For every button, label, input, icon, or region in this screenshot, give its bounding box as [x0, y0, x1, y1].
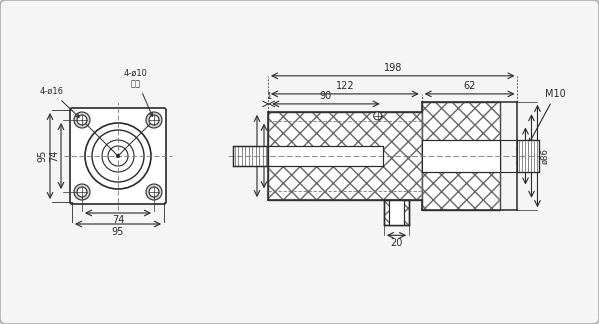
Circle shape: [77, 115, 87, 125]
Bar: [268, 112, 422, 200]
Circle shape: [74, 112, 90, 128]
Circle shape: [102, 140, 134, 172]
Bar: [268, 112, 422, 200]
Circle shape: [146, 112, 162, 128]
Circle shape: [146, 184, 162, 200]
Circle shape: [92, 130, 144, 182]
Text: M16: M16: [276, 145, 285, 163]
Bar: [422, 140, 500, 172]
Bar: [384, 200, 409, 225]
Text: 74: 74: [112, 215, 124, 225]
Circle shape: [77, 187, 87, 197]
Text: ø50: ø50: [527, 148, 536, 164]
Text: 95: 95: [37, 150, 47, 162]
Circle shape: [74, 184, 90, 200]
Circle shape: [108, 146, 128, 166]
Text: 95: 95: [112, 227, 124, 237]
Text: 122: 122: [335, 81, 354, 91]
Circle shape: [149, 187, 159, 197]
Text: 20: 20: [391, 238, 403, 248]
FancyBboxPatch shape: [70, 108, 166, 204]
Bar: [384, 200, 409, 225]
Text: ø56: ø56: [265, 146, 274, 162]
Text: M10: M10: [530, 89, 566, 143]
Bar: [422, 102, 500, 210]
Text: ø70: ø70: [246, 148, 255, 164]
Text: 90: 90: [320, 91, 332, 101]
Bar: [233, 146, 268, 166]
Text: 62: 62: [464, 81, 476, 91]
Circle shape: [116, 154, 120, 158]
Text: ø71: ø71: [533, 148, 541, 164]
Circle shape: [149, 115, 159, 125]
Text: ø25: ø25: [521, 149, 530, 163]
Text: 198: 198: [383, 63, 402, 73]
Text: 74: 74: [49, 150, 59, 162]
Bar: [389, 200, 404, 225]
Circle shape: [85, 123, 151, 189]
Text: 4-ø16: 4-ø16: [40, 87, 79, 117]
Text: 1: 1: [266, 92, 271, 101]
Bar: [422, 102, 500, 210]
Text: 4-ø10
均布: 4-ø10 均布: [124, 69, 153, 116]
Text: ø86: ø86: [540, 148, 549, 164]
Bar: [518, 140, 540, 172]
Bar: [268, 146, 383, 166]
Circle shape: [374, 112, 382, 120]
